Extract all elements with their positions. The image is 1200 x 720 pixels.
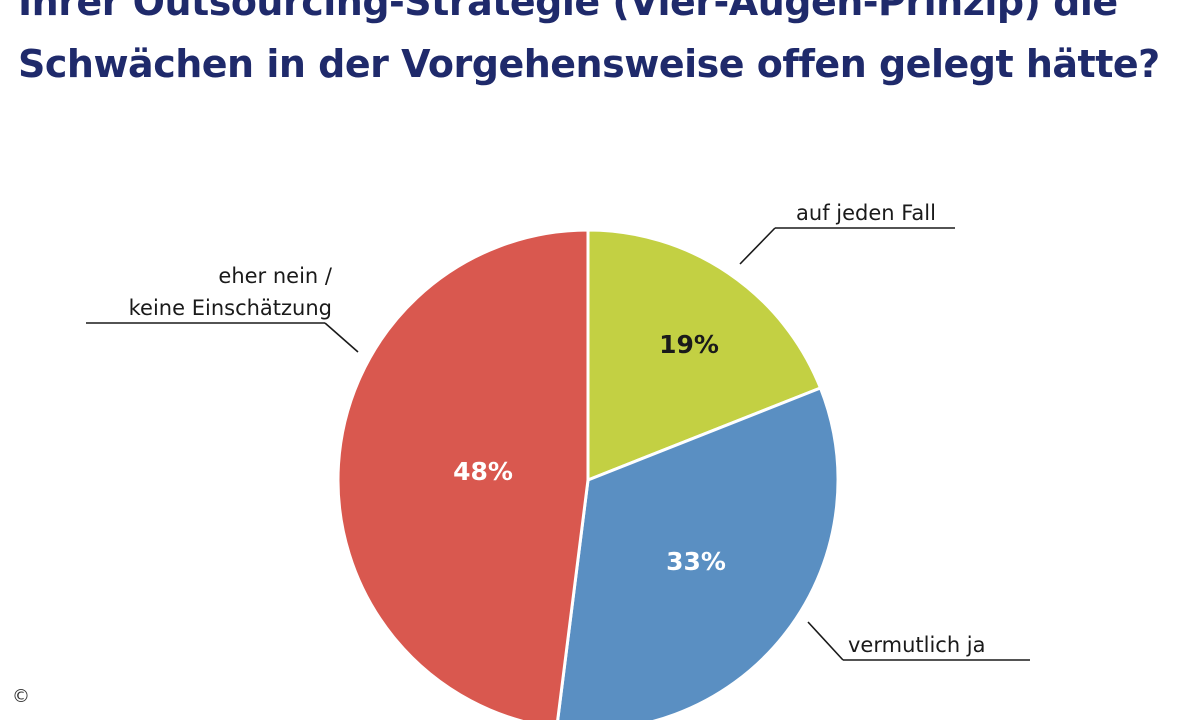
leader-line-auf-jeden-fall [739, 227, 776, 265]
pie-callouts: auf jeden Fall vermutlich ja eher nein / ke… [86, 201, 1030, 661]
pie-slices [336, 228, 840, 720]
leader-line-vermutlich-ja [807, 621, 844, 661]
category-label-eher-nein-keine-einschaetzung-line-1: eher nein / [218, 264, 333, 288]
page-title-line-2: Schwächen in der Vorgehensweise offen ge… [18, 42, 1160, 86]
value-label-vermutlich-ja: 33% [666, 547, 726, 576]
category-label-eher-nein-keine-einschaetzung-line-2: keine Einschätzung [129, 296, 332, 320]
value-label-eher-nein-keine-einschaetzung: 48% [453, 457, 513, 486]
pie-value-labels: 19% 33% 48% [453, 330, 726, 576]
pie-slice-eher-nein-keine-einschaetzung [336, 228, 590, 720]
category-label-vermutlich-ja: vermutlich ja [848, 633, 986, 657]
category-label-auf-jeden-fall: auf jeden Fall [796, 201, 936, 225]
pie-slice-vermutlich-ja [556, 386, 840, 720]
leader-line-eher-nein-keine-einschaetzung [324, 322, 359, 353]
value-label-auf-jeden-fall: 19% [659, 330, 719, 359]
pie-slice-auf-jeden-fall [586, 228, 822, 482]
copyright-icon: © [12, 686, 30, 707]
page-title-line-1: Ihrer Outsourcing-Strategie (Vier-Augen-… [18, 0, 1118, 24]
